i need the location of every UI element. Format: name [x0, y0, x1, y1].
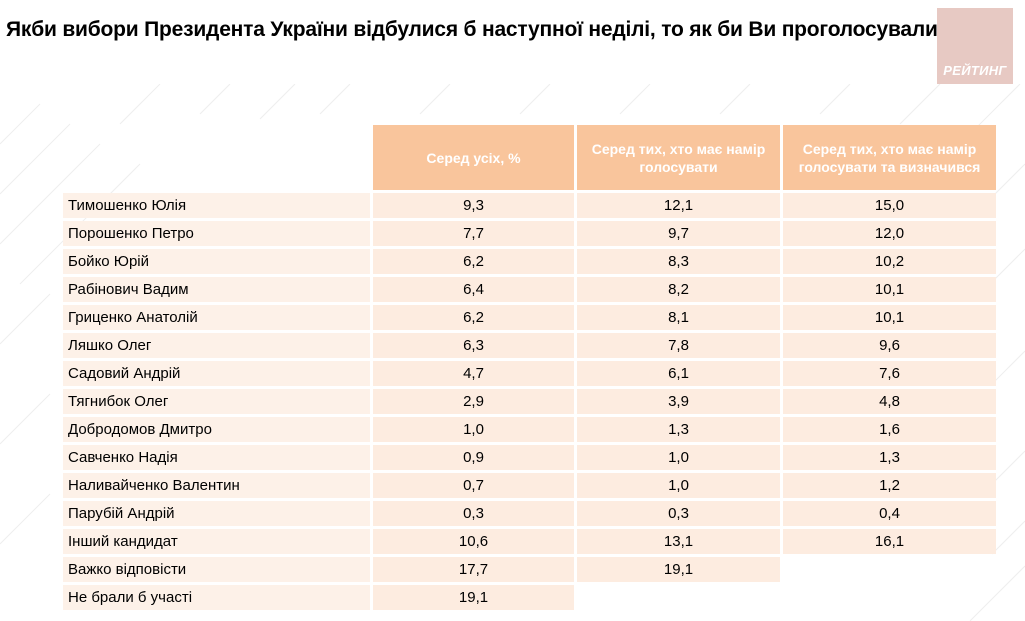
candidate-name-cell: Ляшко Олег — [63, 333, 370, 358]
among-decided-cell: 15,0 — [783, 193, 996, 218]
among-decided-cell — [783, 585, 996, 610]
table-row: Гриценко Анатолій 6,2 8,1 10,1 — [63, 305, 996, 330]
among-voters-cell: 1,0 — [577, 473, 780, 498]
header-among-voters: Серед тих, хто має намір голосувати — [577, 125, 780, 190]
header-among-decided-voters: Серед тих, хто має намір голосувати та в… — [783, 125, 996, 190]
table-row: Добродомов Дмитро 1,0 1,3 1,6 — [63, 417, 996, 442]
among-voters-cell: 12,1 — [577, 193, 780, 218]
table-row: Рабінович Вадим 6,4 8,2 10,1 — [63, 277, 996, 302]
among-decided-cell: 1,6 — [783, 417, 996, 442]
among-decided-cell: 1,2 — [783, 473, 996, 498]
among-all-cell: 17,7 — [373, 557, 574, 582]
rating-logo: РЕЙТИНГ — [937, 8, 1013, 84]
candidate-name-cell: Важко відповісти — [63, 557, 370, 582]
among-all-cell: 0,7 — [373, 473, 574, 498]
among-decided-cell: 12,0 — [783, 221, 996, 246]
among-voters-cell: 1,0 — [577, 445, 780, 470]
candidate-name-cell: Бойко Юрій — [63, 249, 370, 274]
table-row: Не брали б участі 19,1 — [63, 585, 996, 610]
background-decoration — [0, 84, 1025, 621]
among-voters-cell — [577, 585, 780, 610]
candidate-name-cell: Парубій Андрій — [63, 501, 370, 526]
among-decided-cell: 10,2 — [783, 249, 996, 274]
among-decided-cell — [783, 557, 996, 582]
among-all-cell: 10,6 — [373, 529, 574, 554]
among-voters-cell: 19,1 — [577, 557, 780, 582]
logo-text: РЕЙТИНГ — [943, 63, 1007, 78]
among-all-cell: 19,1 — [373, 585, 574, 610]
among-voters-cell: 3,9 — [577, 389, 780, 414]
candidate-name-cell: Інший кандидат — [63, 529, 370, 554]
table-row: Парубій Андрій 0,3 0,3 0,4 — [63, 501, 996, 526]
among-decided-cell: 1,3 — [783, 445, 996, 470]
header-among-all: Серед усіх, % — [373, 125, 574, 190]
table-row: Савченко Надія 0,9 1,0 1,3 — [63, 445, 996, 470]
among-voters-cell: 1,3 — [577, 417, 780, 442]
among-decided-cell: 4,8 — [783, 389, 996, 414]
table-row: Садовий Андрій 4,7 6,1 7,6 — [63, 361, 996, 386]
among-decided-cell: 10,1 — [783, 277, 996, 302]
table-body: Тимошенко Юлія 9,3 12,1 15,0 Порошенко Петро… — [63, 193, 996, 610]
among-decided-cell: 0,4 — [783, 501, 996, 526]
among-all-cell: 6,2 — [373, 249, 574, 274]
among-all-cell: 6,2 — [373, 305, 574, 330]
table-row: Інший кандидат 10,6 13,1 16,1 — [63, 529, 996, 554]
among-all-cell: 4,7 — [373, 361, 574, 386]
table-row: Важко відповісти 17,7 19,1 — [63, 557, 996, 582]
among-voters-cell: 8,1 — [577, 305, 780, 330]
results-table: Серед усіх, % Серед тих, хто має намір г… — [60, 122, 999, 613]
among-decided-cell: 7,6 — [783, 361, 996, 386]
among-all-cell: 0,9 — [373, 445, 574, 470]
among-all-cell: 0,3 — [373, 501, 574, 526]
candidate-name-cell: Не брали б участі — [63, 585, 370, 610]
candidate-name-cell: Тимошенко Юлія — [63, 193, 370, 218]
among-voters-cell: 8,3 — [577, 249, 780, 274]
candidate-name-cell: Савченко Надія — [63, 445, 370, 470]
table-row: Ляшко Олег 6,3 7,8 9,6 — [63, 333, 996, 358]
among-decided-cell: 10,1 — [783, 305, 996, 330]
among-all-cell: 9,3 — [373, 193, 574, 218]
table-row: Тимошенко Юлія 9,3 12,1 15,0 — [63, 193, 996, 218]
among-voters-cell: 13,1 — [577, 529, 780, 554]
candidate-name-cell: Гриценко Анатолій — [63, 305, 370, 330]
among-all-cell: 6,3 — [373, 333, 574, 358]
candidate-name-cell: Рабінович Вадим — [63, 277, 370, 302]
table-row: Бойко Юрій 6,2 8,3 10,2 — [63, 249, 996, 274]
candidate-name-cell: Наливайченко Валентин — [63, 473, 370, 498]
among-all-cell: 1,0 — [373, 417, 574, 442]
candidate-name-cell: Добродомов Дмитро — [63, 417, 370, 442]
candidate-name-cell: Порошенко Петро — [63, 221, 370, 246]
among-all-cell: 2,9 — [373, 389, 574, 414]
among-voters-cell: 9,7 — [577, 221, 780, 246]
table-row: Порошенко Петро 7,7 9,7 12,0 — [63, 221, 996, 246]
table-row: Наливайченко Валентин 0,7 1,0 1,2 — [63, 473, 996, 498]
among-all-cell: 6,4 — [373, 277, 574, 302]
candidate-name-cell: Тягнибок Олег — [63, 389, 370, 414]
among-voters-cell: 7,8 — [577, 333, 780, 358]
among-all-cell: 7,7 — [373, 221, 574, 246]
among-decided-cell: 16,1 — [783, 529, 996, 554]
table-row: Тягнибок Олег 2,9 3,9 4,8 — [63, 389, 996, 414]
among-voters-cell: 8,2 — [577, 277, 780, 302]
among-decided-cell: 9,6 — [783, 333, 996, 358]
page-title: Якби вибори Президента України відбулися… — [6, 18, 951, 41]
header-blank — [63, 125, 370, 190]
among-voters-cell: 6,1 — [577, 361, 780, 386]
among-voters-cell: 0,3 — [577, 501, 780, 526]
candidate-name-cell: Садовий Андрій — [63, 361, 370, 386]
table-header-row: Серед усіх, % Серед тих, хто має намір г… — [63, 125, 996, 190]
